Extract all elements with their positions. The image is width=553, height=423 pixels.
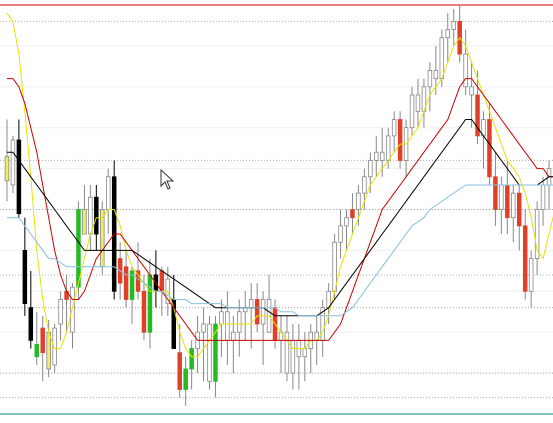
candle-body-0 — [4, 155, 10, 182]
candle-body-84 — [505, 184, 510, 219]
candle-body-65 — [391, 119, 397, 137]
candle-body-4 — [28, 307, 34, 341]
candle-body-7 — [46, 331, 51, 370]
candle-body-6 — [40, 327, 45, 354]
candle-body-26 — [159, 270, 165, 292]
candle-body-40 — [242, 307, 248, 313]
candle-body-60 — [362, 176, 367, 194]
candle-body-37 — [225, 311, 230, 341]
candle-body-21 — [129, 270, 135, 300]
candle-body-90 — [540, 184, 546, 210]
candle-body-74 — [445, 29, 451, 39]
candle-body-39 — [237, 311, 242, 333]
candle-body-23 — [141, 290, 147, 333]
candle-body-17 — [105, 176, 111, 210]
candle-body-71 — [427, 70, 433, 88]
indicator-line-2 — [7, 119, 553, 317]
candle-body-83 — [499, 184, 504, 210]
candle-body-29 — [177, 352, 182, 390]
candle-body-69 — [415, 94, 421, 112]
candle-body-33 — [201, 323, 206, 333]
candle-body-2 — [16, 139, 22, 214]
candle-body-63 — [379, 151, 385, 161]
candle-body-38 — [231, 331, 236, 341]
candle-body-20 — [123, 266, 129, 300]
candle-body-59 — [356, 192, 361, 210]
candle-body-66 — [397, 119, 403, 161]
candle-body-35 — [213, 323, 218, 382]
candles — [4, 5, 552, 406]
indicator-lines — [6, 12, 553, 358]
candle-body-47 — [284, 331, 290, 374]
candle-body-31 — [189, 348, 194, 370]
indicator-line-1 — [7, 78, 553, 341]
candle-body-82 — [493, 176, 498, 210]
candle-body-30 — [183, 368, 188, 390]
candle-body-5 — [34, 344, 40, 358]
candle-body-88 — [528, 258, 534, 292]
candle-body-56 — [338, 225, 343, 243]
candle-body-50 — [302, 348, 308, 358]
candle-body-79 — [475, 94, 480, 137]
candle-body-64 — [385, 135, 391, 161]
candle-body-72 — [433, 70, 439, 80]
candle-body-58 — [350, 209, 355, 219]
candle-body-43 — [260, 299, 266, 325]
candle-body-36 — [219, 311, 224, 325]
candle-body-34 — [207, 323, 212, 382]
candle-body-57 — [344, 217, 349, 227]
candle-body-68 — [409, 94, 415, 129]
candle-body-24 — [147, 274, 153, 333]
candle-body-13 — [82, 209, 87, 235]
candle-body-77 — [463, 53, 468, 88]
candle-body-75 — [451, 20, 456, 30]
candle-body-22 — [135, 270, 141, 292]
indicator-line-3 — [7, 184, 553, 317]
candle-body-14 — [88, 196, 93, 235]
candle-body-87 — [522, 225, 528, 292]
candle-body-48 — [290, 339, 296, 374]
candle-body-41 — [248, 299, 254, 309]
candle-body-15 — [94, 196, 99, 235]
indicator-line-0 — [6, 12, 553, 358]
candle-body-62 — [374, 151, 379, 161]
candle-body-86 — [516, 192, 522, 227]
candle-body-8 — [52, 327, 57, 366]
candle-body-78 — [469, 86, 474, 96]
candle-body-3 — [22, 249, 28, 304]
candle-body-89 — [534, 209, 540, 259]
candle-body-73 — [439, 37, 445, 80]
candle-body-61 — [368, 160, 373, 178]
candle-body-85 — [511, 192, 516, 219]
candle-body-9 — [58, 299, 63, 325]
candle-body-12 — [76, 209, 81, 288]
candle-body-81 — [487, 119, 492, 178]
candle-body-42 — [254, 299, 260, 325]
candle-body-1 — [10, 139, 16, 186]
mouse-cursor-icon — [160, 169, 175, 190]
